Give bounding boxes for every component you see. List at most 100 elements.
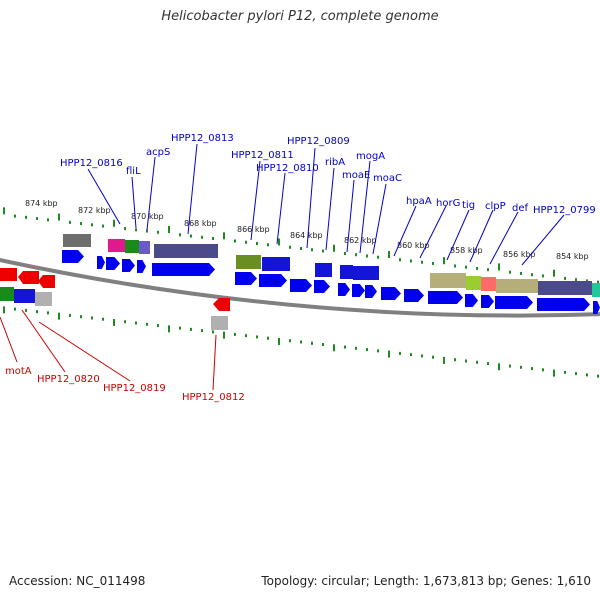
gene-category-box[interactable] — [353, 266, 366, 280]
reverse-gene-arrow[interactable] — [0, 268, 17, 281]
gene-label[interactable]: HPP12_0809 — [287, 136, 350, 147]
forward-gene-arrow[interactable] — [352, 284, 365, 297]
forward-gene-arrow[interactable] — [537, 298, 590, 311]
gene-category-box[interactable] — [262, 257, 290, 271]
scale-tick — [553, 369, 555, 377]
scale-tick — [443, 257, 445, 265]
forward-gene-arrow[interactable] — [495, 296, 533, 309]
forward-gene-arrow[interactable] — [106, 257, 120, 270]
gene-category-box[interactable] — [125, 240, 139, 253]
gene-category-box[interactable] — [108, 239, 125, 252]
reverse-gene-arrow[interactable] — [38, 275, 55, 288]
gene-label[interactable]: mogA — [356, 151, 385, 162]
gene-label[interactable]: HPP12_0810 — [256, 163, 319, 174]
gene-label[interactable]: HPP12_0799 — [533, 205, 596, 216]
forward-gene-arrow[interactable] — [314, 280, 330, 293]
scale-dot — [256, 242, 258, 246]
scale-label: 870 kbp — [131, 212, 164, 221]
gene-category-box[interactable] — [211, 316, 228, 330]
gene-label[interactable]: motA — [5, 366, 32, 377]
scale-dot — [146, 229, 148, 233]
forward-gene-arrow[interactable] — [338, 283, 350, 296]
gene-category-box[interactable] — [538, 281, 592, 295]
gene-category-box[interactable] — [496, 279, 538, 293]
gene-category-box[interactable] — [236, 255, 261, 269]
gene-category-box[interactable] — [366, 266, 379, 280]
gene-label[interactable]: horG — [436, 198, 460, 209]
forward-gene-arrow[interactable] — [259, 274, 287, 287]
gene-category-box[interactable] — [139, 241, 150, 254]
gene-label[interactable]: ribA — [325, 157, 345, 168]
forward-gene-arrow[interactable] — [404, 289, 424, 302]
accession-text: Accession: NC_011498 — [9, 574, 146, 588]
scale-dot — [487, 268, 489, 272]
gene-label[interactable]: HPP12_0813 — [171, 133, 234, 144]
scale-dot — [344, 251, 346, 255]
scale-dot — [245, 240, 247, 244]
gene-category-box[interactable] — [315, 263, 332, 277]
gene-category-box[interactable] — [481, 277, 496, 291]
gene-category-box[interactable] — [14, 289, 35, 303]
gene-category-box[interactable] — [35, 292, 52, 306]
gene-label[interactable]: acpS — [146, 147, 170, 158]
gene-category-box[interactable] — [0, 287, 14, 301]
gene-label[interactable]: fliL — [126, 166, 141, 177]
genome-backbone — [0, 258, 600, 318]
scale-dot — [399, 258, 401, 262]
forward-gene-arrow[interactable] — [152, 263, 215, 276]
gene-label[interactable]: HPP12_0819 — [103, 383, 166, 394]
gene-label[interactable]: tig — [462, 200, 475, 211]
gene-label[interactable]: hpaA — [406, 196, 432, 207]
scale-dot — [201, 329, 203, 333]
scale-dot — [377, 349, 379, 353]
scale-tick — [58, 213, 60, 221]
scale-dot — [124, 227, 126, 231]
gene-category-box[interactable] — [430, 273, 466, 288]
gene-label[interactable]: moaC — [373, 173, 402, 184]
gene-labels-reverse: motA HPP12_0820 HPP12_0819 HPP12_0812 — [5, 366, 245, 403]
scale-dot — [454, 358, 456, 362]
gene-label[interactable]: clpP — [485, 201, 506, 212]
forward-gene-arrow[interactable] — [428, 291, 463, 304]
gene-label[interactable]: HPP12_0816 — [60, 158, 123, 169]
forward-gene-arrow[interactable] — [381, 287, 401, 300]
forward-gene-arrow[interactable] — [235, 272, 257, 285]
reverse-gene-arrow[interactable] — [213, 298, 230, 311]
reverse-gene-arrow[interactable] — [18, 271, 39, 284]
gene-labels-forward: HPP12_0816 fliL acpS HPP12_0813 HPP12_08… — [60, 133, 596, 216]
scale-dot — [476, 360, 478, 364]
forward-gene-arrow[interactable] — [593, 301, 600, 314]
forward-gene-arrow[interactable] — [137, 260, 146, 273]
scale-dot — [564, 370, 566, 374]
gene-category-box[interactable] — [340, 265, 353, 279]
forward-gene-arrow[interactable] — [465, 294, 478, 307]
gene-category-box[interactable] — [154, 244, 218, 258]
gene-label[interactable]: moaE — [342, 170, 370, 181]
gene-category-box[interactable] — [592, 283, 600, 297]
scale-dot — [476, 266, 478, 270]
scale-dot — [25, 215, 27, 219]
forward-gene-arrow[interactable] — [365, 285, 377, 298]
gene-label[interactable]: HPP12_0812 — [182, 392, 245, 403]
gene-label[interactable]: def — [512, 203, 529, 214]
forward-gene-arrow[interactable] — [481, 295, 494, 308]
scale-tick — [333, 244, 335, 252]
scale-dot — [465, 265, 467, 269]
forward-gene-arrow[interactable] — [62, 250, 84, 263]
forward-gene-arrow[interactable] — [97, 256, 105, 269]
gene-category-box[interactable] — [466, 276, 481, 290]
category-track — [63, 234, 600, 297]
scale-dot — [212, 330, 214, 334]
scale-dot — [520, 365, 522, 369]
forward-gene-arrow[interactable] — [290, 279, 312, 292]
scale-dot — [102, 317, 104, 321]
forward-gene-arrow[interactable] — [122, 259, 135, 272]
scale-dot — [531, 367, 533, 371]
gene-category-box[interactable] — [63, 234, 91, 247]
scale-dot — [234, 239, 236, 243]
gene-label[interactable]: HPP12_0820 — [37, 374, 100, 385]
gene-label[interactable]: HPP12_0811 — [231, 150, 294, 161]
scale-dot — [135, 321, 137, 325]
scale-dot — [190, 234, 192, 238]
scale-dot — [421, 354, 423, 358]
